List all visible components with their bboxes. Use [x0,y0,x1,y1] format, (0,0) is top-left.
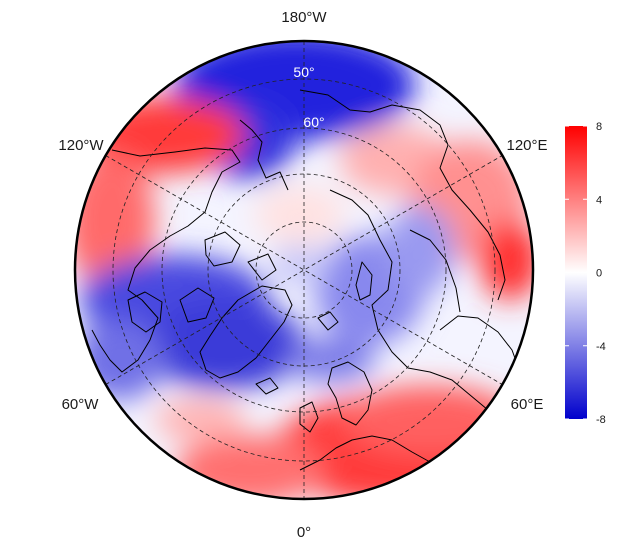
alaska-coast [239,119,289,191]
lon-label-0: 0° [297,524,311,541]
colorbar-gradient [565,126,587,419]
colorbar: 8 4 0 -4 -8 [565,121,606,426]
lon-label-120e: 120°E [506,137,547,154]
svalbard-outline [317,311,339,331]
scandinavia-outline [327,361,373,426]
siberia-coast [299,89,506,301]
lat-label-50: 50° [293,64,314,80]
iceland-outline [255,377,279,395]
graticule [105,41,503,499]
north-america-coast [91,147,241,373]
lon-label-60w: 60°W [62,396,100,413]
lat-label-60: 60° [303,114,324,130]
hudson-bay-outline [127,291,163,333]
asia-border [439,315,521,373]
map-boundary [73,39,535,501]
lon-label-180w: 180°W [281,9,327,26]
lon-label-60e: 60°E [511,396,544,413]
greenland-outline [199,285,293,379]
north-siberian-coast [329,189,393,331]
colorbar-tick-label: 4 [596,194,602,206]
anomaly-field [75,41,533,499]
colorbar-tick-label: -4 [596,341,606,353]
asia-border-2 [409,229,461,313]
meridian-60 [105,155,503,385]
arctic-island-outline [247,253,277,281]
baffin-island-outline [179,287,215,323]
latitude-circle-80 [255,221,353,319]
colorbar-tick-label: -8 [596,414,606,426]
lon-label-120w: 120°W [58,137,104,154]
british-isles-outline [299,401,319,433]
colorbar-ticks: 8 4 0 -4 -8 [565,121,606,426]
canadian-archipelago-outline [204,231,241,267]
meridian-120 [105,155,503,385]
novaya-zemlya-outline [355,261,373,301]
colorbar-tick-label: 0 [596,268,602,280]
colorbar-tick-label: 8 [596,121,602,133]
